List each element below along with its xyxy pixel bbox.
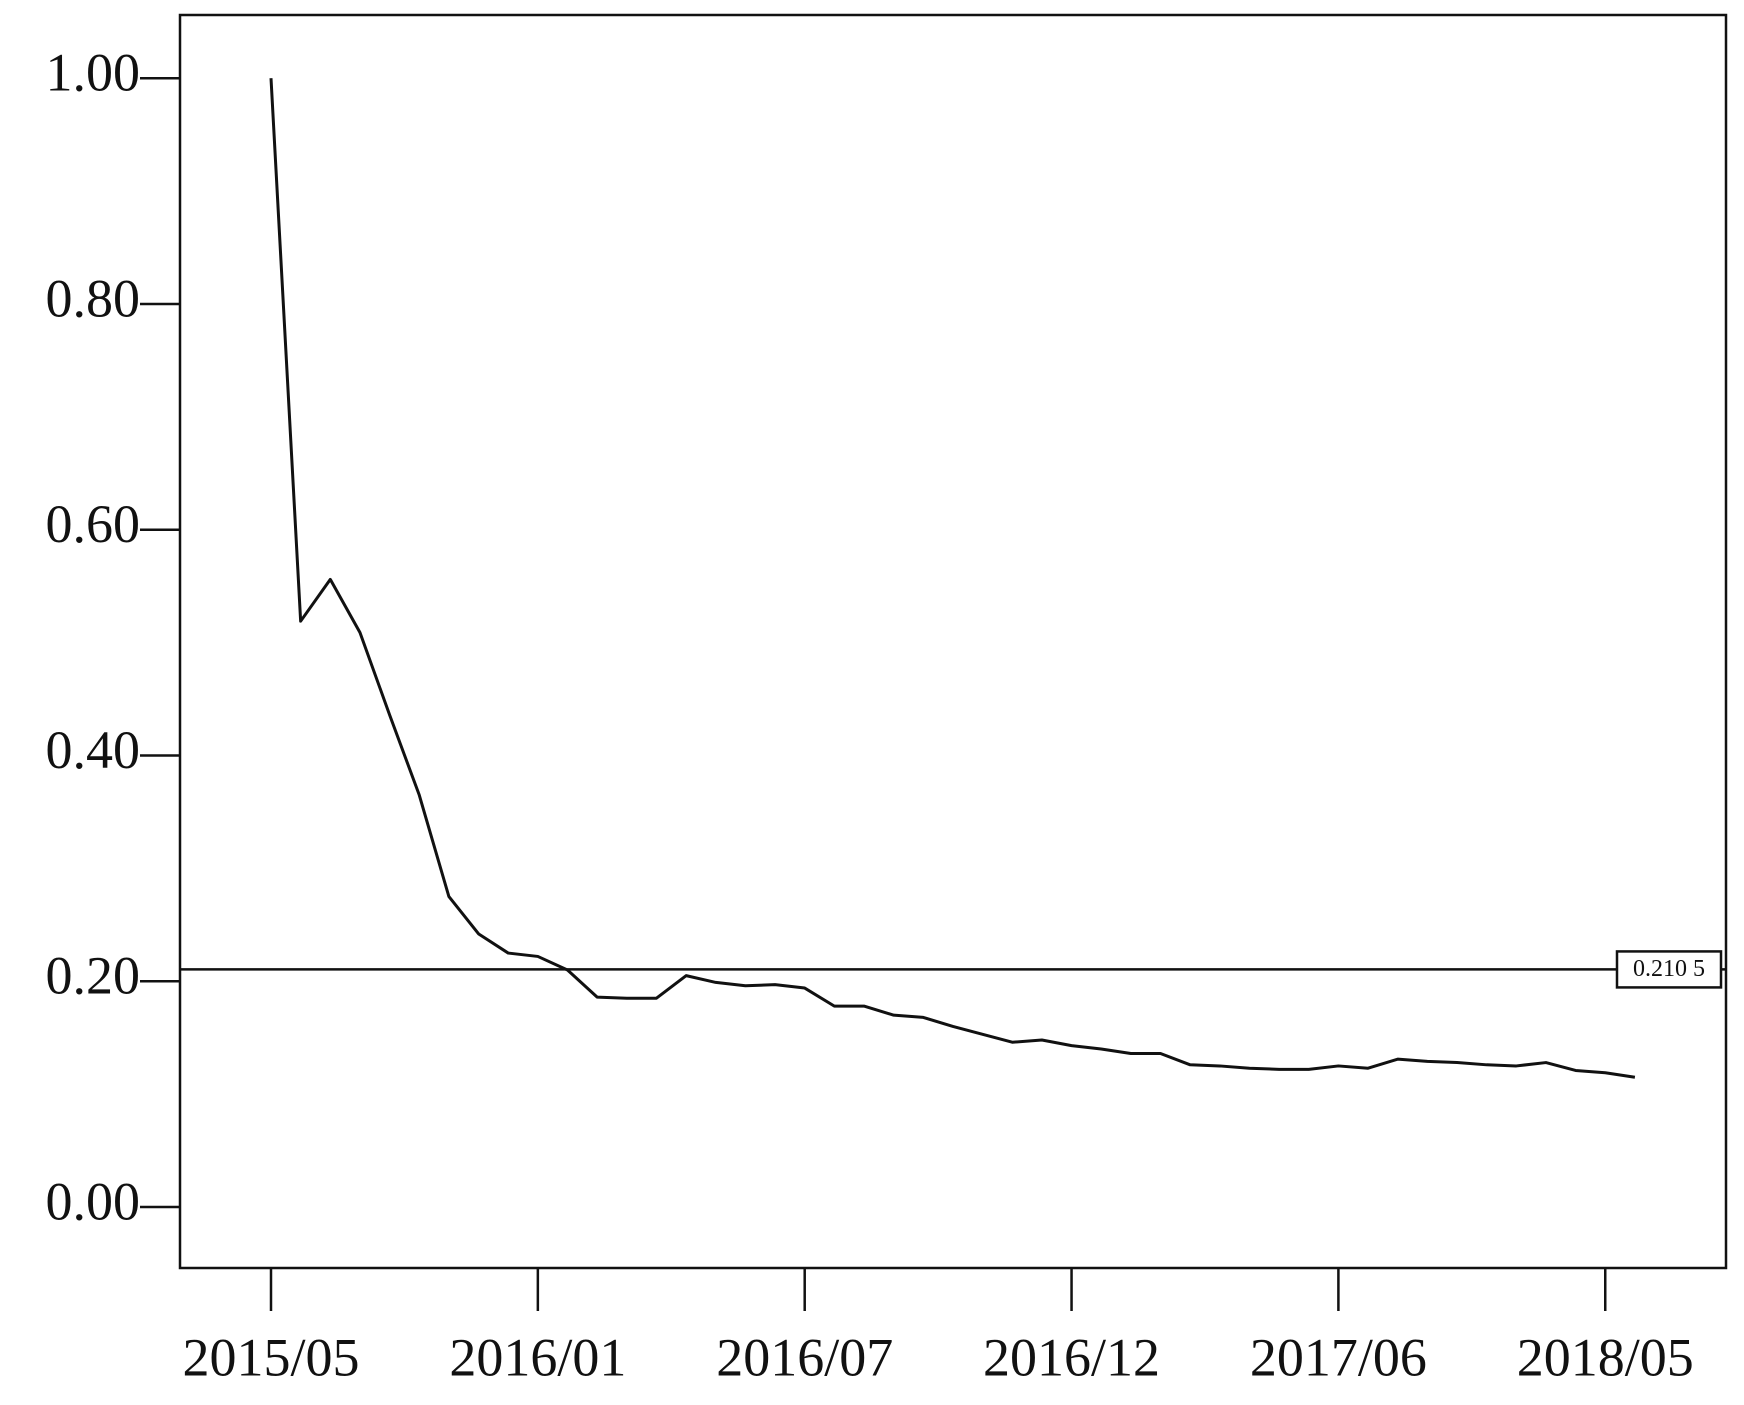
x-tick-label: 2017/06 (1250, 1327, 1427, 1387)
x-tick-label: 2018/05 (1517, 1327, 1694, 1387)
y-tick-label: 0.80 (46, 268, 141, 328)
y-tick-label: 0.60 (46, 494, 141, 554)
y-tick-label: 1.00 (46, 43, 141, 103)
y-tick-label: 0.00 (46, 1171, 141, 1231)
reference-label: 0.210 5 (1633, 956, 1705, 982)
y-tick-label: 0.20 (46, 946, 141, 1006)
x-tick-label: 2016/07 (716, 1327, 893, 1387)
x-tick-label: 2015/05 (182, 1327, 359, 1387)
y-tick-label: 0.40 (46, 720, 141, 780)
plot-frame (178, 13, 1728, 1270)
x-tick-label: 2016/01 (449, 1327, 626, 1387)
x-tick-label: 2016/12 (983, 1327, 1160, 1387)
data-line (269, 78, 1636, 1079)
reference-label-box (1615, 950, 1723, 989)
